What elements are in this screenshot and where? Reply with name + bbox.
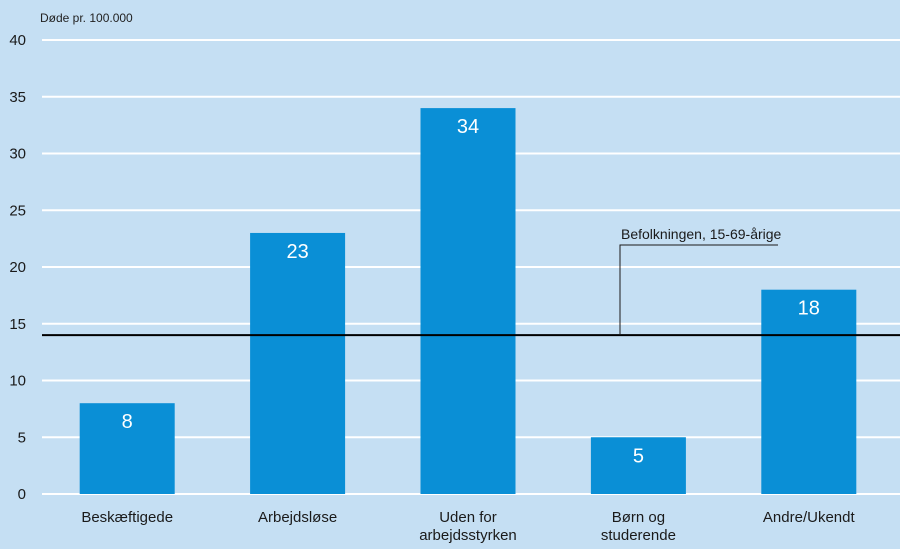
bar: [79, 403, 175, 494]
bar: [420, 108, 516, 494]
data-label: 18: [798, 298, 820, 320]
bars: 8 23 34 5 18: [79, 108, 857, 494]
bar: [250, 232, 346, 494]
x-category-label: arbejdsstyrken: [419, 527, 517, 544]
data-label: 8: [122, 411, 133, 433]
data-label: 5: [633, 445, 644, 467]
y-axis-ticks: 0 5 10 15 20 25 30 35 40: [9, 32, 26, 503]
x-category-label: Uden for: [439, 509, 497, 526]
y-tick-label: 0: [18, 486, 26, 503]
reference-line-label: Befolkningen, 15-69-årige: [621, 226, 782, 242]
y-tick-label: 5: [18, 429, 26, 446]
bar: [590, 437, 686, 494]
y-tick-label: 40: [9, 32, 26, 49]
y-tick-label: 20: [9, 259, 26, 276]
y-axis-label: Døde pr. 100.000: [40, 11, 133, 25]
x-category-label: Børn og: [612, 509, 665, 526]
y-tick-label: 25: [9, 202, 26, 219]
y-tick-label: 35: [9, 89, 26, 106]
x-category-label: Andre/Ukendt: [763, 509, 856, 526]
data-label: 23: [286, 241, 308, 263]
y-tick-label: 30: [9, 146, 26, 163]
x-category-label: Beskæftigede: [81, 509, 173, 526]
annotation-leader: [619, 244, 778, 336]
y-tick-label: 15: [9, 316, 26, 333]
bar: [761, 289, 857, 494]
reference-line-group: Befolkningen, 15-69-årige: [42, 226, 900, 337]
y-tick-label: 10: [9, 373, 26, 390]
data-label: 34: [457, 116, 479, 138]
x-axis-categories: Beskæftigede Arbejdsløse Uden forarbejdsst…: [81, 509, 855, 544]
x-category-label: studerende: [601, 527, 676, 544]
x-category-label: Arbejdsløse: [258, 509, 337, 526]
